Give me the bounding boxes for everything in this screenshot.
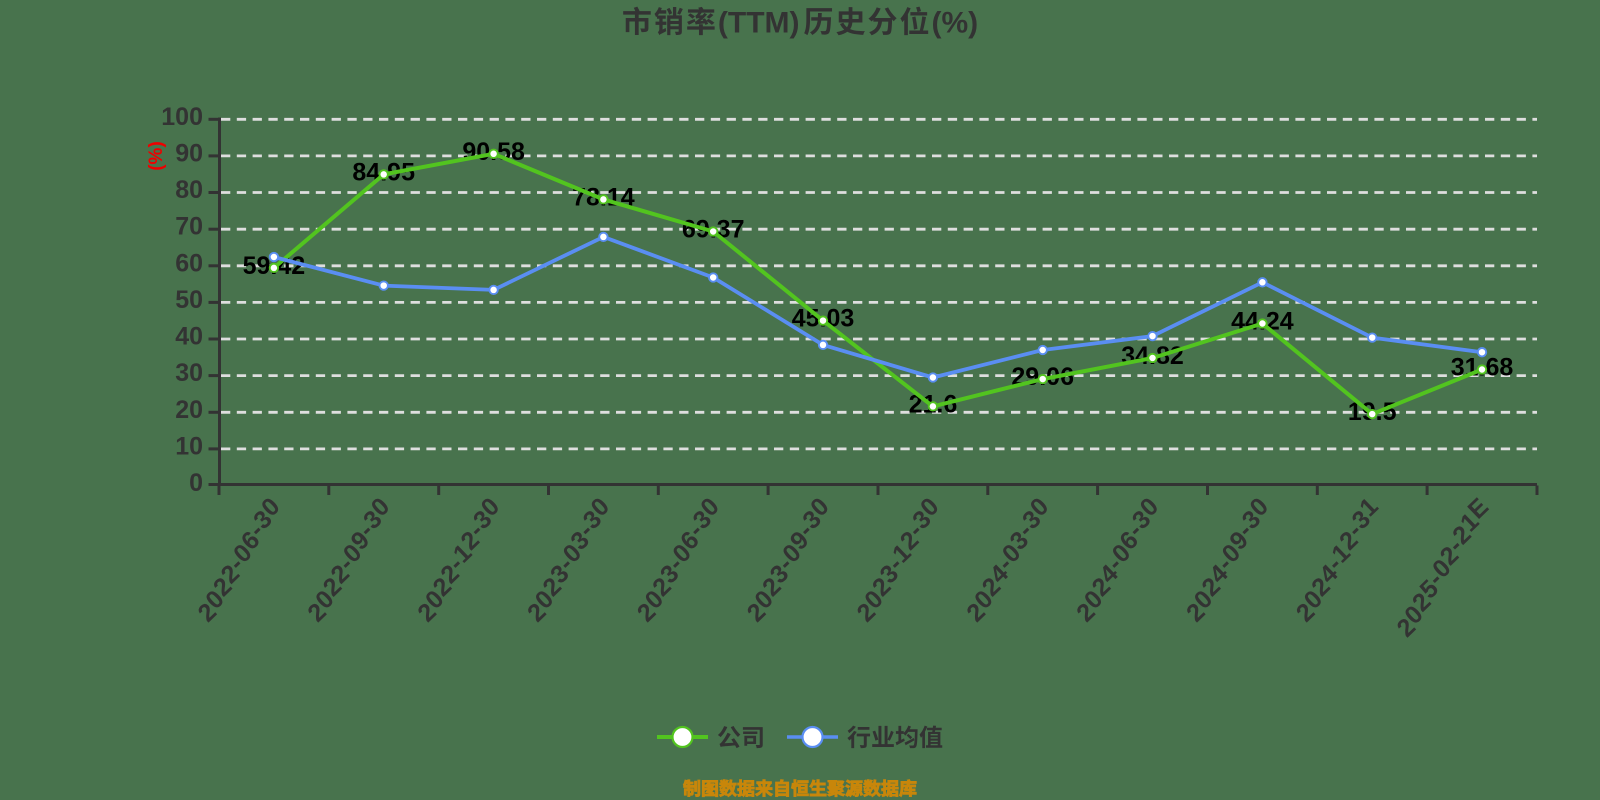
svg-text:40: 40 (175, 323, 203, 351)
svg-text:20: 20 (175, 396, 203, 424)
svg-text:10: 10 (175, 432, 203, 460)
svg-text:70: 70 (175, 213, 203, 241)
svg-text:30: 30 (175, 359, 203, 387)
svg-text:90: 90 (175, 139, 203, 167)
svg-text:(%): (%) (146, 141, 167, 171)
svg-text:(TTM): (TTM) (718, 7, 800, 40)
svg-text:0: 0 (189, 469, 203, 497)
svg-text:60: 60 (175, 249, 203, 277)
svg-text:80: 80 (175, 176, 203, 204)
svg-text:50: 50 (175, 286, 203, 314)
svg-text:100: 100 (161, 103, 203, 131)
svg-text:(%): (%) (932, 7, 979, 40)
